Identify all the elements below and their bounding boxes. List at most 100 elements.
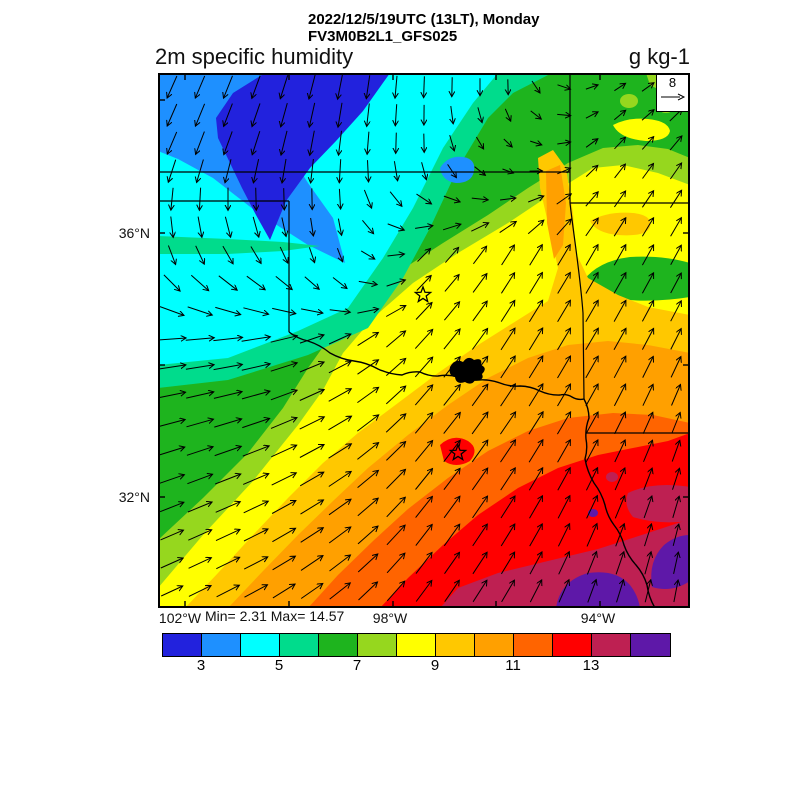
lon-label: 98°W — [372, 610, 408, 626]
wind-arrow — [159, 502, 184, 513]
wind-arrow — [613, 273, 626, 294]
wind-arrow — [394, 161, 397, 181]
wind-arrow — [271, 445, 296, 458]
wind-arrow — [163, 274, 180, 291]
wind-arrow — [214, 446, 242, 457]
wind-arrow — [613, 245, 626, 266]
humidity-region — [626, 485, 690, 523]
wind-arrow — [385, 414, 406, 433]
wind-arrow — [528, 328, 542, 351]
wind-arrow — [160, 530, 184, 541]
wind-arrow — [284, 188, 285, 210]
colorbar-tick-label: 11 — [505, 657, 521, 674]
wind-arrow — [672, 496, 679, 518]
colorbar-segment — [280, 634, 319, 656]
wind-arrow — [186, 419, 214, 428]
wind-arrow — [186, 447, 213, 456]
wind-arrow — [500, 356, 515, 379]
wind-arrow — [557, 496, 570, 519]
wind-arrow — [168, 159, 177, 183]
wind-arrow — [252, 131, 261, 155]
wind-arrow — [213, 392, 242, 399]
wind-arrow — [614, 83, 625, 92]
wind-arrow — [187, 306, 213, 315]
wind-arrow — [357, 498, 378, 517]
map-frame — [158, 73, 690, 608]
wind-arrow — [644, 552, 651, 575]
wind-arrow — [585, 245, 598, 266]
wind-arrow — [308, 247, 314, 262]
wind-arrow — [186, 392, 214, 399]
wind-arrow — [529, 580, 541, 603]
wind-arrow — [241, 364, 270, 371]
wind-arrow — [613, 384, 625, 407]
wind-arrow — [443, 357, 460, 378]
humidity-region — [440, 156, 475, 183]
wind-arrow — [300, 500, 324, 515]
wind-arrow — [253, 158, 260, 183]
wind-arrow — [366, 75, 371, 98]
wind-arrow — [585, 218, 598, 237]
wind-arrow — [301, 308, 323, 313]
wind-arrow — [158, 420, 185, 427]
wind-arrow — [504, 108, 510, 121]
lat-label: 36°N — [118, 225, 150, 241]
wind-arrow — [282, 158, 287, 183]
wind-arrow — [557, 142, 570, 144]
wind-arrow — [385, 306, 406, 317]
wind-arrow — [424, 76, 425, 97]
wind-arrow — [339, 130, 342, 155]
wind-arrow — [387, 223, 405, 230]
wind-arrow — [671, 413, 680, 434]
wind-arrow — [159, 447, 185, 456]
wind-arrow — [558, 580, 569, 603]
lake-blob — [449, 357, 485, 384]
colorbar-tick-labels: 3 5 7 9 11 13 — [162, 657, 669, 675]
wind-arrow — [585, 85, 598, 89]
wind-arrow — [644, 580, 651, 603]
wind-arrow — [585, 412, 598, 435]
wind-arrow — [557, 168, 570, 175]
wind-arrow — [386, 525, 405, 546]
wind-arrow — [528, 384, 543, 407]
wind-arrow — [415, 469, 433, 490]
wind-arrow — [328, 361, 351, 374]
humidity-region — [440, 437, 475, 465]
wind-arrow — [558, 552, 570, 575]
wind-arrow — [557, 468, 570, 491]
city-star-marker — [413, 285, 433, 303]
wind-arrow — [528, 412, 543, 435]
wind-arrow — [310, 130, 315, 156]
colorbar-segment — [358, 634, 397, 656]
wind-arrow — [415, 226, 433, 229]
wind-arrow — [311, 217, 314, 236]
wind-arrow — [669, 190, 681, 208]
wind-arrow — [472, 580, 487, 603]
wind-arrow — [415, 441, 432, 462]
wind-arrow — [613, 191, 625, 208]
wind-arrow — [443, 496, 460, 519]
wind-arrow — [160, 586, 183, 597]
wind-arrow — [557, 273, 571, 294]
wind-arrow — [615, 524, 625, 547]
wind-arrow — [671, 385, 681, 406]
wind-arrow — [216, 557, 239, 570]
wind-arrow — [158, 392, 185, 399]
wind-arrow — [670, 273, 682, 294]
map-plot-area: 8 — [158, 73, 690, 608]
wind-arrow — [309, 102, 316, 127]
wind-arrow — [159, 306, 184, 316]
wind-arrow — [336, 248, 342, 262]
wind-arrow — [358, 582, 378, 601]
wind-arrow — [530, 110, 542, 119]
wind-arrow — [527, 220, 544, 235]
wind-arrow — [389, 191, 402, 207]
wind-arrow — [471, 440, 488, 463]
wind-arrow — [195, 75, 206, 98]
wind-arrow — [281, 217, 286, 237]
wind-arrow — [644, 524, 652, 547]
wind-arrow — [367, 131, 369, 155]
wind-arrow — [332, 277, 347, 289]
wind-arrow — [329, 310, 351, 312]
wind-arrow — [670, 218, 682, 237]
